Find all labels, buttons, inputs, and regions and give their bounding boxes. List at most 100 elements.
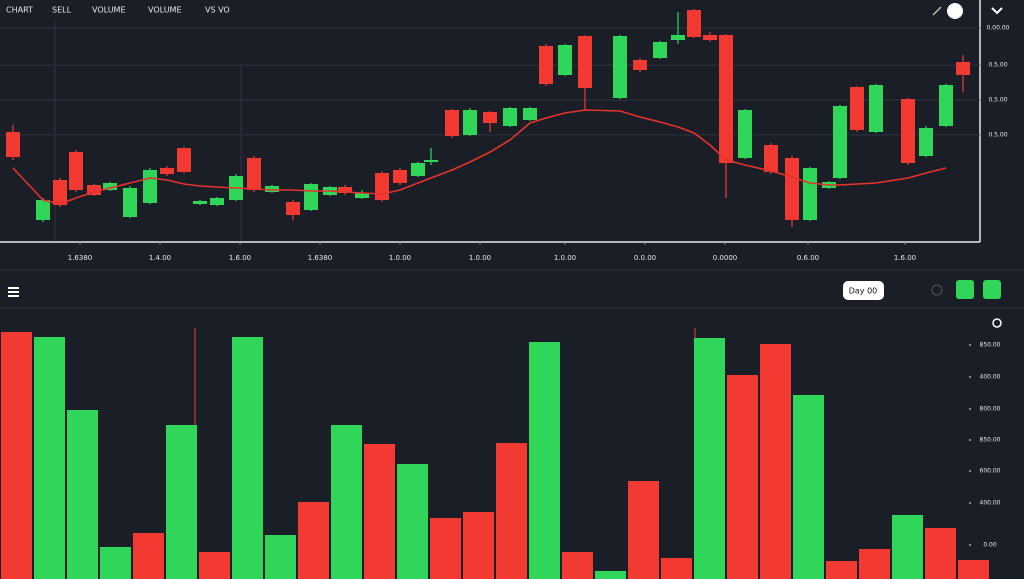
tab[interactable]: VS VO <box>205 6 230 15</box>
y-tick <box>969 470 971 472</box>
y-tick-label: 0.5.00 <box>988 62 1007 69</box>
candle-body <box>247 158 261 190</box>
candle-body <box>53 180 67 205</box>
volume-bar <box>859 549 890 579</box>
candle-body <box>393 170 407 183</box>
tab[interactable]: VOLUME <box>148 6 182 15</box>
x-tick-label: 1.0.00 <box>469 254 491 262</box>
tab[interactable]: CHART <box>6 6 33 15</box>
candle-body <box>483 112 497 123</box>
candle-body <box>193 201 207 204</box>
y-tick-label: 800.00 <box>980 406 1001 413</box>
volume-bar <box>331 425 362 579</box>
x-tick-label: 0.6.00 <box>797 254 819 262</box>
x-tick-label: 0.0000 <box>713 254 738 262</box>
moving-average <box>12 109 947 205</box>
volume-bar <box>958 560 989 579</box>
candle-body <box>210 198 224 205</box>
volume-bar <box>199 552 230 579</box>
candle-body <box>558 45 572 75</box>
volume-bar <box>793 395 824 579</box>
candle-body <box>36 200 50 220</box>
y-tick <box>969 344 971 346</box>
candle-body <box>143 170 157 203</box>
edit-icon[interactable] <box>932 6 942 16</box>
candle-body <box>703 35 717 40</box>
candle-body <box>463 110 477 135</box>
candle-body <box>424 160 438 162</box>
x-tick-label: 1.6.00 <box>894 254 916 262</box>
tab[interactable]: VOLUME <box>92 6 126 15</box>
volume-bar <box>760 344 791 579</box>
x-tick-label: 1.6380 <box>308 254 333 262</box>
x-tick-label: 1.6.00 <box>229 254 251 262</box>
candle-body <box>411 163 425 176</box>
candle-body <box>338 187 352 193</box>
candle-body <box>785 158 799 220</box>
candle-body <box>539 46 553 84</box>
volume-bar <box>1 332 32 579</box>
volume-bar <box>562 552 593 579</box>
y-tick-label: 400.00 <box>980 374 1001 381</box>
x-tick-label: 1.4.00 <box>149 254 171 262</box>
candle-body <box>160 168 174 174</box>
volume-bar <box>166 425 197 579</box>
volume-bar <box>628 481 659 579</box>
range-label[interactable]: Day 00 <box>849 287 878 296</box>
candle-body <box>738 110 752 158</box>
candle-body <box>719 35 733 163</box>
candle-body <box>919 128 933 156</box>
volume-bar <box>694 338 725 579</box>
volume-bar <box>925 528 956 579</box>
candle-body <box>6 132 20 157</box>
candle-body <box>69 152 83 190</box>
y-tick-label: 0.00 <box>983 542 997 549</box>
candle-body <box>177 148 191 172</box>
y-tick-label: 850.00 <box>980 437 1001 444</box>
volume-bar <box>595 571 626 579</box>
y-tick <box>969 408 971 410</box>
candle-body <box>578 36 592 88</box>
candle-body <box>956 62 970 75</box>
y-tick <box>969 502 971 504</box>
volume-bar <box>496 443 527 579</box>
candle-body <box>445 110 459 136</box>
volume-bar <box>67 410 98 579</box>
candle-body <box>633 60 647 70</box>
y-tick-label: 0.5.00 <box>988 132 1007 139</box>
candle-body <box>687 10 701 37</box>
x-tick-label: 1.6380 <box>68 254 93 262</box>
candle-body <box>355 193 369 198</box>
volume-bar <box>727 375 758 579</box>
x-tick-label: 1.0.00 <box>554 254 576 262</box>
tab[interactable]: SELL <box>52 6 72 15</box>
settings-icon[interactable] <box>931 284 943 296</box>
volume-bar <box>100 547 131 579</box>
candle-body <box>939 85 953 126</box>
x-tick-label: 1.0.00 <box>389 254 411 262</box>
range-button[interactable] <box>843 281 884 300</box>
volume-bar <box>529 342 560 579</box>
y-tick-label: 0.5.00 <box>988 97 1007 104</box>
candle-body <box>265 186 279 192</box>
indicator-icon[interactable] <box>992 318 1002 328</box>
candle-body <box>653 42 667 58</box>
volume-bar <box>430 518 461 579</box>
candle-body <box>103 183 117 190</box>
candle-body <box>850 87 864 130</box>
chevron-icon[interactable] <box>991 7 1003 15</box>
green-button[interactable] <box>956 280 974 299</box>
menu-icon[interactable] <box>8 287 19 297</box>
volume-bar <box>34 337 65 579</box>
account-icon[interactable] <box>947 3 963 19</box>
green-button[interactable] <box>983 280 1001 299</box>
y-tick <box>969 439 971 441</box>
volume-bar <box>364 444 395 579</box>
y-tick <box>969 544 971 546</box>
volume-bar <box>661 558 692 579</box>
candle-body <box>613 36 627 98</box>
volume-bar <box>397 464 428 579</box>
volume-bar <box>265 535 296 579</box>
